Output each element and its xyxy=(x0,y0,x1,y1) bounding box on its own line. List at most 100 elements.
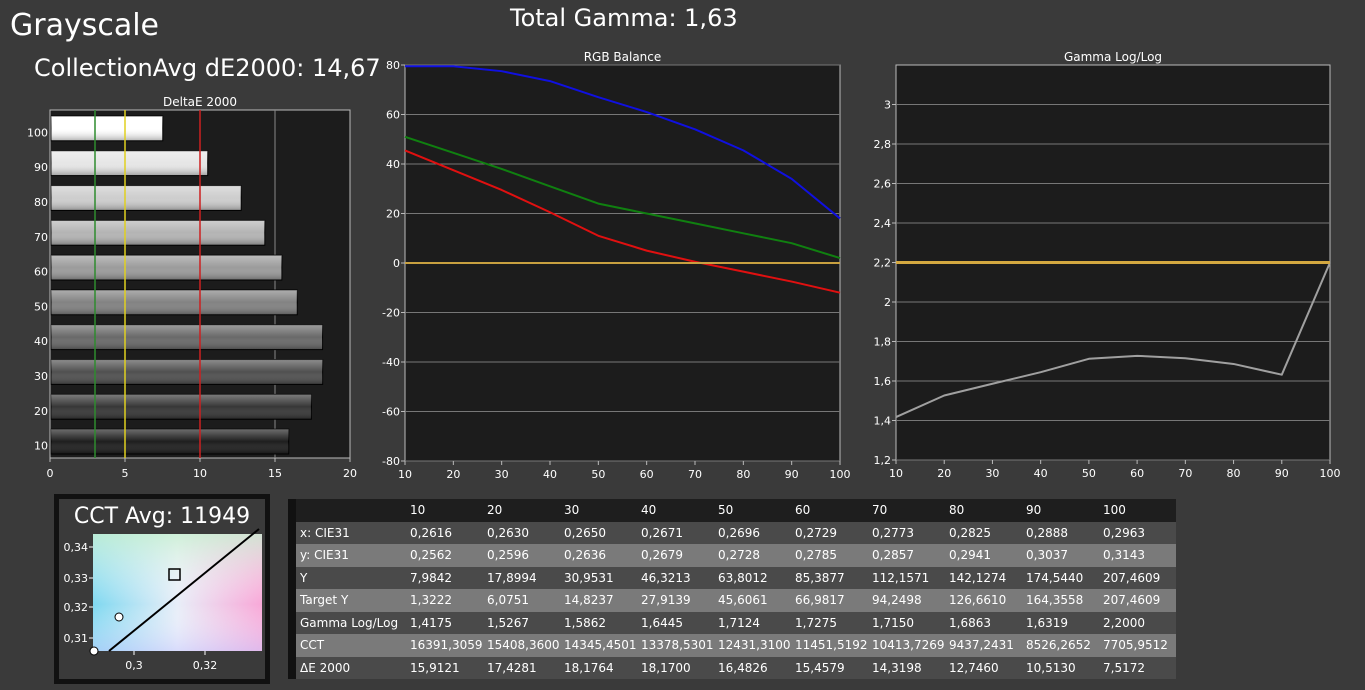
x-tick-label: 15 xyxy=(268,467,282,480)
table-cell: 45,6061 xyxy=(714,589,791,612)
table-row: CCT 16391,3059 15408,3600 14345,4501 13378,5… xyxy=(288,634,1176,657)
column-header: 30 xyxy=(560,499,637,522)
cct-panel: 0,34 0,33 0,32 0,31 0,3 0,32 CCT Avg: 11949 xyxy=(54,494,270,684)
table-cell: 12431,3100 xyxy=(714,634,791,657)
cct-y-tick-label: 0,34 xyxy=(64,541,89,554)
y-tick-label: -80 xyxy=(382,455,400,468)
table-cell: 10,5130 xyxy=(1022,656,1099,679)
table-cell: 16,4826 xyxy=(714,656,791,679)
x-tick-label: 20 xyxy=(446,468,460,481)
x-tick-label: 40 xyxy=(1034,467,1048,480)
table-cell: 164,3558 xyxy=(1022,589,1099,612)
x-tick-label: 40 xyxy=(543,468,557,481)
category-label: 80 xyxy=(34,196,48,209)
table-cell: 0,2825 xyxy=(945,521,1022,544)
table-cell: 15,9121 xyxy=(406,656,483,679)
table-cell: 0,2679 xyxy=(637,544,714,567)
column-header: 70 xyxy=(868,499,945,522)
table-cell: 0,2636 xyxy=(560,544,637,567)
row-stub xyxy=(288,521,296,544)
category-label: 10 xyxy=(34,440,48,453)
table-cell: 1,5862 xyxy=(560,611,637,634)
table-cell: 15,4579 xyxy=(791,656,868,679)
chart-title: Gamma Log/Log xyxy=(1064,50,1162,64)
row-stub xyxy=(288,544,296,567)
table-cell: 15408,3600 xyxy=(483,634,560,657)
category-label: 30 xyxy=(34,370,48,383)
table-row: y: CIE31 0,2562 0,2596 0,2636 0,2679 0,2728 0,… xyxy=(288,544,1176,567)
table-cell: 14,3198 xyxy=(868,656,945,679)
y-tick-label: 2,6 xyxy=(874,178,892,191)
table-cell: 7,5172 xyxy=(1099,656,1176,679)
bar-shine xyxy=(51,394,312,420)
table-cell: 0,2888 xyxy=(1022,521,1099,544)
row-stub xyxy=(288,566,296,589)
page-title: Grayscale xyxy=(10,8,160,43)
table-cell: 0,2785 xyxy=(791,544,868,567)
category-label: 40 xyxy=(34,335,48,348)
row-label: Target Y xyxy=(296,589,406,612)
row-label: y: CIE31 xyxy=(296,544,406,567)
x-tick-label: 90 xyxy=(785,468,799,481)
category-label: 60 xyxy=(34,266,48,279)
column-header: 100 xyxy=(1099,499,1176,522)
table-cell: 14345,4501 xyxy=(560,634,637,657)
bar-shine xyxy=(51,220,265,246)
row-stub xyxy=(288,589,296,612)
y-tick-label: -60 xyxy=(382,406,400,419)
series-line xyxy=(895,262,1331,418)
column-header: 40 xyxy=(637,499,714,522)
y-tick-label: 2 xyxy=(884,296,891,309)
category-label: 90 xyxy=(34,161,48,174)
x-tick-label: 0 xyxy=(47,467,54,480)
x-tick-label: 70 xyxy=(688,468,702,481)
row-label: Y xyxy=(296,566,406,589)
x-tick-label: 60 xyxy=(640,468,654,481)
x-tick-label: 10 xyxy=(398,468,412,481)
y-tick-label: 2,8 xyxy=(874,138,892,151)
collection-avg-de: CollectionAvg dE2000: 14,67 xyxy=(34,54,381,82)
table-cell: 0,2773 xyxy=(868,521,945,544)
category-label: 50 xyxy=(34,300,48,313)
table-cell: 11451,5192 xyxy=(791,634,868,657)
x-tick-label: 100 xyxy=(830,468,851,481)
row-stub xyxy=(288,634,296,657)
target-whitepoint-marker xyxy=(168,568,181,581)
table-cell: 1,7275 xyxy=(791,611,868,634)
table-cell: 1,3222 xyxy=(406,589,483,612)
column-header: 80 xyxy=(945,499,1022,522)
cct-y-tick-label: 0,33 xyxy=(64,572,89,585)
table-cell: 0,2596 xyxy=(483,544,560,567)
x-tick-label: 50 xyxy=(591,468,605,481)
x-tick-label: 90 xyxy=(1275,467,1289,480)
header-corner xyxy=(296,499,406,522)
table-cell: 0,3037 xyxy=(1022,544,1099,567)
row-label: ΔE 2000 xyxy=(296,656,406,679)
bar-shine xyxy=(51,324,323,350)
column-header: 90 xyxy=(1022,499,1099,522)
table-cell: 18,1700 xyxy=(637,656,714,679)
table-cell: 66,9817 xyxy=(791,589,868,612)
series-line xyxy=(404,135,841,260)
table-cell: 0,2650 xyxy=(560,521,637,544)
table-cell: 1,6319 xyxy=(1022,611,1099,634)
table-cell: 0,2729 xyxy=(791,521,868,544)
cct-chart: 0,34 0,33 0,32 0,31 0,3 0,32 xyxy=(64,528,262,672)
chart-title: RGB Balance xyxy=(584,50,662,64)
x-tick-label: 20 xyxy=(343,467,357,480)
table-cell: 0,2728 xyxy=(714,544,791,567)
table-cell: 142,1274 xyxy=(945,566,1022,589)
table-cell: 0,2941 xyxy=(945,544,1022,567)
table-cell: 1,4175 xyxy=(406,611,483,634)
row-stub xyxy=(288,656,296,679)
total-gamma: Total Gamma: 1,63 xyxy=(510,4,738,32)
cct-avg-title: CCT Avg: 11949 xyxy=(73,504,251,529)
table-cell: 16391,3059 xyxy=(406,634,483,657)
rgb-balance-chart: RGB Balance -80 -60 -40 -20 0 20 40 60 80 10 20 30 40… xyxy=(382,50,850,481)
table-cell: 112,1571 xyxy=(868,566,945,589)
table-cell: 10413,7269 xyxy=(868,634,945,657)
y-tick-label: 2,2 xyxy=(874,257,892,270)
y-tick-label: 80 xyxy=(386,59,400,72)
